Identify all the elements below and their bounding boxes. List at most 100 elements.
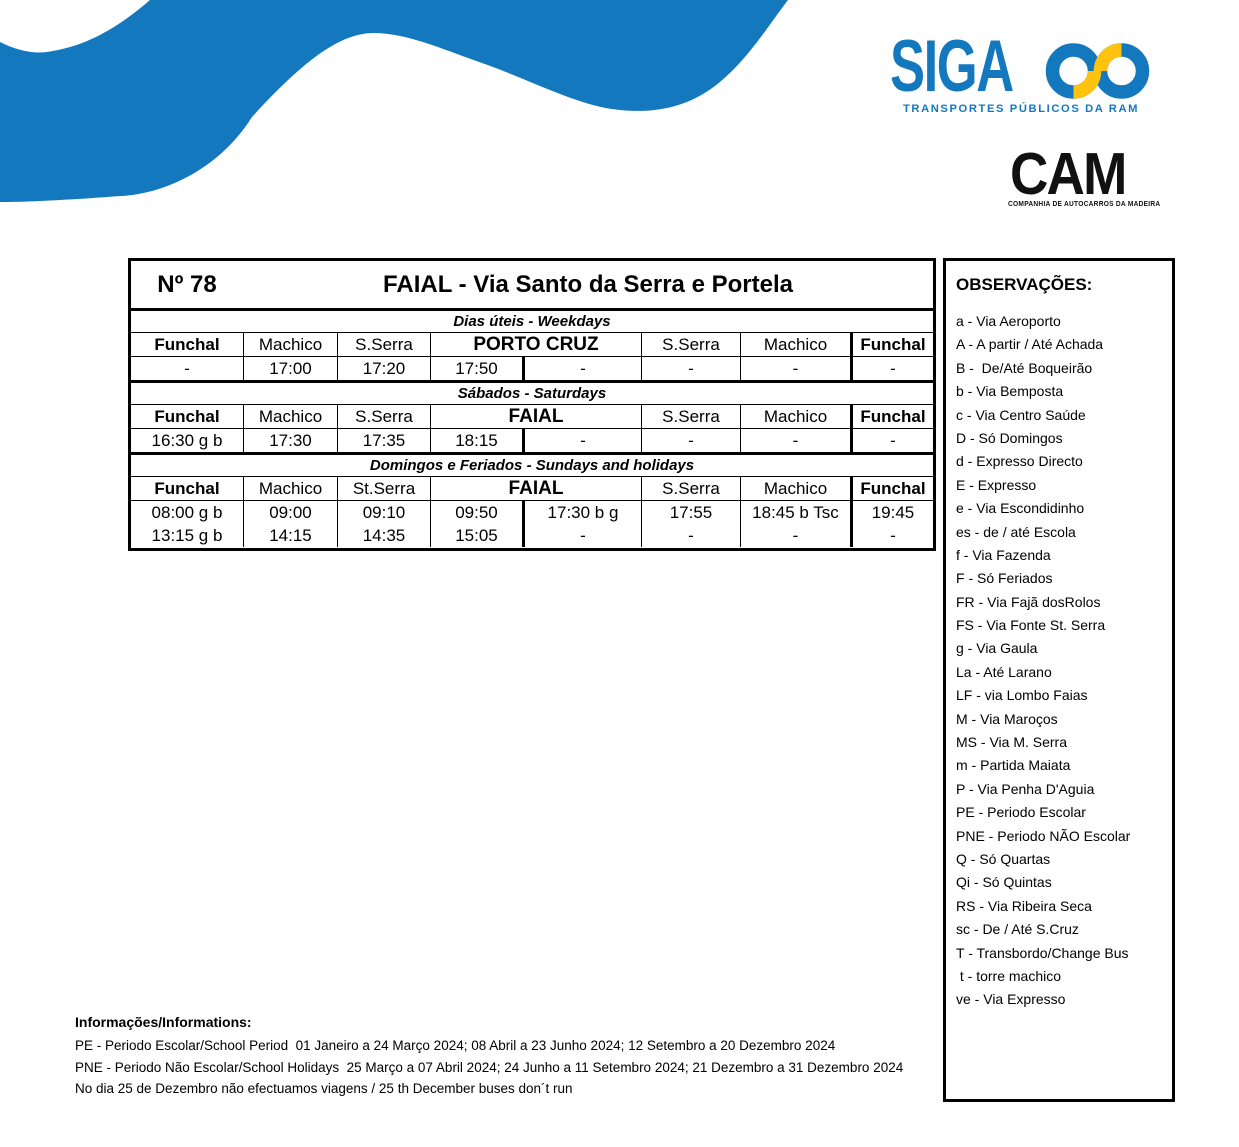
observation-item: t - torre machico xyxy=(956,967,1062,984)
siga-logo-text: SIGA xyxy=(890,26,1014,107)
section-label-weekdays: Dias úteis - Weekdays xyxy=(131,308,933,333)
timetable-title-row: Nº 78 FAIAL - Via Santo da Serra e Porte… xyxy=(131,261,933,308)
time-cell: 18:45 b Tsc xyxy=(740,501,850,524)
section-label-sundays: Domingos e Feriados - Sundays and holida… xyxy=(131,452,933,477)
observations-title: OBSERVAÇÕES: xyxy=(956,275,1093,294)
time-cell: 17:30 xyxy=(243,429,337,452)
time-cell: - xyxy=(850,357,933,380)
station-header-cell: Machico xyxy=(740,333,850,356)
time-cell: - xyxy=(740,524,850,547)
observation-item: A - A partir / Até Achada xyxy=(956,336,1104,353)
station-header-row: Funchal Machico S.Serra PORTO CRUZ S.Ser… xyxy=(131,333,933,357)
observation-item: FR - Via Fajã dosRolos xyxy=(956,593,1101,610)
time-row: 08:00 g b 09:00 09:10 09:50 17:30 b g 17… xyxy=(131,501,933,524)
observation-item: g - Via Gaula xyxy=(956,640,1038,657)
observation-item: e - Via Escondidinho xyxy=(956,500,1085,517)
time-cell: 15:05 xyxy=(430,524,522,547)
observation-item: f - Via Fazenda xyxy=(956,546,1051,563)
time-cell: - xyxy=(740,429,850,452)
time-cell: 17:20 xyxy=(337,357,430,380)
station-header-cell: Funchal xyxy=(850,477,933,500)
observation-item: m - Partida Maiata xyxy=(956,757,1071,774)
time-cell: 09:10 xyxy=(337,501,430,524)
observation-item: LF - via Lombo Faias xyxy=(956,687,1088,704)
observation-item: es - de / até Escola xyxy=(956,523,1076,540)
info-block: Informações/Informations: PE - Periodo E… xyxy=(75,1012,935,1100)
observation-item: a - Via Aeroporto xyxy=(956,313,1061,329)
time-cell: 14:35 xyxy=(337,524,430,547)
time-cell: 14:15 xyxy=(243,524,337,547)
station-header-cell: Funchal xyxy=(850,405,933,428)
station-header-cell: S.Serra xyxy=(641,333,740,356)
observation-item: c - Via Centro Saúde xyxy=(956,406,1086,423)
time-cell: - xyxy=(850,429,933,452)
time-cell: - xyxy=(850,524,933,547)
station-header-cell: Machico xyxy=(740,405,850,428)
observation-item: La - Até Larano xyxy=(956,663,1052,680)
time-cell: - xyxy=(641,524,740,547)
header-wave-graphic xyxy=(0,0,788,202)
station-header-cell: FAIAL xyxy=(430,405,641,428)
info-line: PE - Periodo Escolar/School Period 01 Ja… xyxy=(75,1038,836,1053)
time-cell: - xyxy=(184,358,190,378)
observation-item: P - Via Penha D'Aguia xyxy=(956,780,1095,797)
station-header-cell: Funchal xyxy=(850,333,933,356)
time-cell: 13:15 g b xyxy=(151,525,223,545)
time-row: 13:15 g b 14:15 14:35 15:05 - - - - xyxy=(131,524,933,547)
cam-logo-text: CAM xyxy=(1010,141,1127,207)
section-label-saturdays: Sábados - Saturdays xyxy=(131,380,933,405)
observation-item: T - Transbordo/Change Bus xyxy=(956,944,1129,961)
observation-item: PNE - Periodo NÃO Escolar xyxy=(956,827,1131,844)
observation-item: Qi - Só Quintas xyxy=(956,874,1052,891)
time-cell: 09:50 xyxy=(430,501,522,524)
station-header-cell: Funchal xyxy=(154,406,220,426)
observation-item: B - De/Até Boqueirão xyxy=(956,359,1093,376)
time-row: 16:30 g b 17:30 17:35 18:15 - - - - xyxy=(131,429,933,452)
time-cell: - xyxy=(522,357,641,380)
station-header-cell: Machico xyxy=(740,477,850,500)
station-header-cell: S.Serra xyxy=(337,405,430,428)
time-cell: 17:55 xyxy=(641,501,740,524)
route-number: Nº 78 xyxy=(157,270,217,298)
station-header-cell: Machico xyxy=(243,333,337,356)
station-header-cell: FAIAL xyxy=(430,477,641,500)
info-line: No dia 25 de Dezembro não efectuamos via… xyxy=(75,1081,573,1096)
observation-item: M - Via Maroços xyxy=(956,710,1058,727)
station-header-cell: S.Serra xyxy=(641,477,740,500)
observation-item: FS - Via Fonte St. Serra xyxy=(956,617,1106,634)
station-header-row: Funchal Machico S.Serra FAIAL S.Serra Ma… xyxy=(131,405,933,429)
siga-tagline: TRANSPORTES PÚBLICOS DA RAM xyxy=(902,103,1140,115)
observation-item: D - Só Domingos xyxy=(956,429,1063,446)
time-cell: 16:30 g b xyxy=(151,430,223,450)
observations-panel: OBSERVAÇÕES: a - Via Aeroporto A - A par… xyxy=(943,258,1175,1102)
time-cell: - xyxy=(641,429,740,452)
time-cell: 17:00 xyxy=(243,357,337,380)
observation-item: ve - Via Expresso xyxy=(956,991,1066,1008)
info-line: PNE - Periodo Não Escolar/School Holiday… xyxy=(75,1059,904,1075)
time-cell: - xyxy=(641,357,740,380)
observation-item: PE - Periodo Escolar xyxy=(956,804,1086,821)
time-cell: 17:35 xyxy=(337,429,430,452)
info-title: Informações/Informations: xyxy=(75,1014,252,1030)
time-cell: - xyxy=(522,429,641,452)
time-cell: 19:45 xyxy=(850,501,933,524)
time-cell: 08:00 g b xyxy=(151,502,223,522)
observation-item: sc - De / Até S.Cruz xyxy=(956,921,1079,938)
cam-tagline: COMPANHIA DE AUTOCARROS DA MADEIRA xyxy=(1008,199,1161,208)
time-cell: - xyxy=(740,357,850,380)
route-title: FAIAL - Via Santo da Serra e Portela xyxy=(383,270,793,298)
time-row: - 17:00 17:20 17:50 - - - - xyxy=(131,357,933,380)
timetable: Nº 78 FAIAL - Via Santo da Serra e Porte… xyxy=(128,258,936,551)
observation-item: b - Via Bemposta xyxy=(956,383,1064,400)
time-cell: 17:30 b g xyxy=(522,501,641,524)
station-header-cell: PORTO CRUZ xyxy=(430,333,641,356)
observation-item: MS - Via M. Serra xyxy=(956,734,1067,751)
observation-item: F - Só Feriados xyxy=(956,570,1053,587)
station-header-cell: Machico xyxy=(243,405,337,428)
observation-item: E - Expresso xyxy=(956,476,1037,493)
observation-item: RS - Via Ribeira Seca xyxy=(956,897,1092,914)
station-header-cell: Machico xyxy=(243,477,337,500)
time-cell: - xyxy=(522,524,641,547)
siga-infinity-icon xyxy=(1045,43,1150,99)
station-header-cell: S.Serra xyxy=(641,405,740,428)
